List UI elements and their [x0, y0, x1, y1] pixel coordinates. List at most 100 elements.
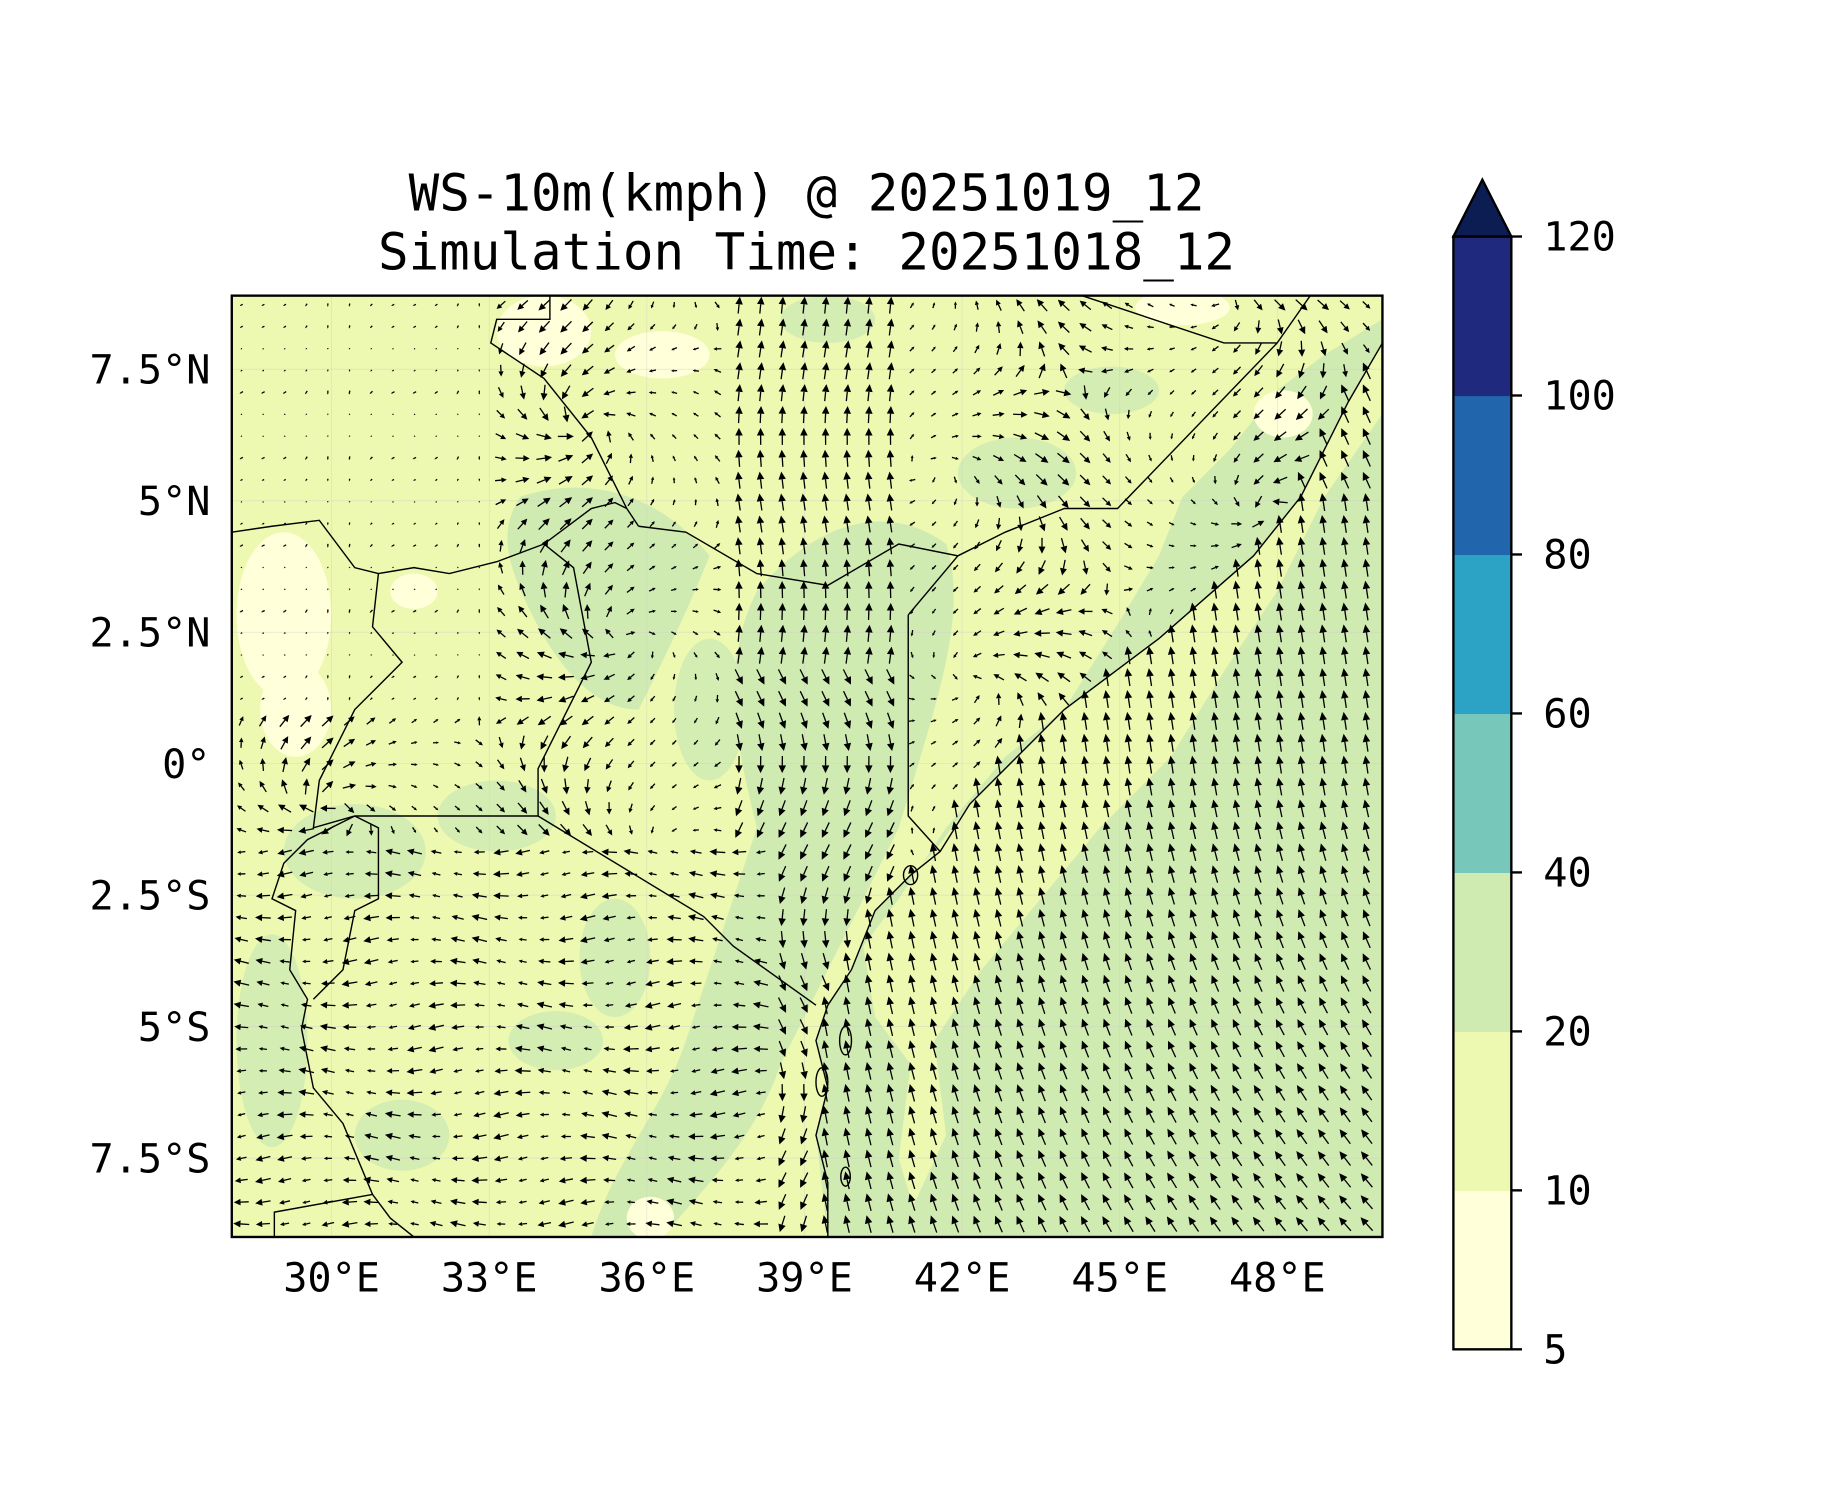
wind-vector-head — [368, 830, 374, 836]
wind-vector-head — [478, 829, 483, 834]
colorbar-tick-label: 60 — [1543, 692, 1591, 738]
wind-vector-shaft — [846, 800, 851, 810]
wind-vector-head — [280, 981, 285, 986]
wind-vector-shaft — [608, 981, 614, 985]
wind-vector-shaft — [1192, 741, 1196, 752]
wind-vector-head — [1038, 711, 1046, 721]
wind-vector-head — [865, 537, 873, 546]
wind-vector-shaft — [737, 391, 740, 402]
wind-vector-shaft — [1235, 960, 1241, 971]
wind-vector-head — [501, 455, 507, 461]
wind-vector-head — [692, 807, 696, 810]
contour-20-40-patch — [579, 898, 651, 1018]
wind-vector-shaft — [952, 720, 957, 724]
wind-vector-shaft — [1102, 562, 1108, 569]
wind-vector-head — [603, 411, 609, 418]
wind-vector-shaft — [565, 893, 572, 897]
wind-vector-head — [305, 589, 307, 591]
wind-vector-shaft — [370, 981, 378, 985]
wind-vector-head — [283, 304, 285, 307]
wind-vector-shaft — [1149, 851, 1153, 862]
wind-vector-head — [1149, 522, 1154, 526]
wind-vector-shaft — [1148, 610, 1151, 616]
y-tick-label: 2.5°S — [90, 873, 211, 919]
wind-vector-shaft — [756, 690, 762, 700]
wind-vector-head — [1319, 865, 1327, 875]
wind-vector-shaft — [564, 632, 573, 639]
wind-vector-shaft — [803, 1128, 808, 1138]
wind-vector-shaft — [564, 735, 572, 744]
wind-vector-shaft — [1300, 763, 1304, 774]
wind-vector-shaft — [521, 872, 530, 875]
wind-vector-head — [779, 1004, 787, 1013]
wind-vector-shaft — [1279, 544, 1283, 555]
wind-vector-shaft — [1106, 763, 1109, 774]
wind-vector-head — [1319, 953, 1327, 963]
wind-vector-shaft — [1344, 807, 1348, 818]
wind-vector-shaft — [240, 391, 244, 394]
wind-vector-head — [370, 717, 376, 723]
wind-vector-head — [954, 479, 958, 484]
wind-vector-head — [366, 1090, 372, 1095]
wind-vector-head — [1081, 733, 1089, 743]
wind-vector-head — [456, 676, 459, 679]
wind-vector-shaft — [413, 1091, 423, 1094]
wind-vector-shaft — [454, 762, 459, 766]
wind-vector-shaft — [413, 873, 422, 877]
wind-vector-shaft — [932, 916, 937, 927]
wind-vector-head — [1365, 325, 1371, 331]
wind-vector-head — [933, 412, 937, 416]
wind-vector-head — [951, 1149, 959, 1159]
wind-vector-head — [1275, 1041, 1283, 1050]
wind-vector-head — [673, 543, 677, 547]
wind-vector-head — [498, 561, 504, 568]
wind-vector-head — [626, 915, 631, 920]
wind-vector-head — [348, 305, 351, 307]
wind-vector-head — [478, 524, 480, 526]
wind-vector-head — [493, 1133, 502, 1141]
wind-vector-shaft — [1019, 1113, 1025, 1124]
wind-vector-shaft — [1041, 560, 1046, 569]
wind-vector-shaft — [1041, 1113, 1046, 1124]
wind-vector-head — [519, 392, 526, 400]
wind-vector-head — [1188, 1216, 1197, 1226]
wind-vector-shaft — [1279, 588, 1283, 599]
wind-vector-shaft — [1300, 1025, 1307, 1036]
wind-vector-shaft — [457, 895, 463, 898]
wind-vector-shaft — [1018, 516, 1022, 525]
wind-vector-shaft — [435, 1024, 445, 1028]
wind-vector-head — [262, 567, 263, 569]
wind-vector-shaft — [608, 737, 614, 744]
wind-vector-head — [731, 1023, 739, 1031]
wind-vector-head — [430, 1090, 436, 1096]
wind-vector-shaft — [1235, 741, 1239, 752]
wind-vector-shaft — [1192, 697, 1196, 708]
wind-vector-head — [711, 1177, 717, 1183]
wind-vector-shaft — [673, 695, 677, 700]
wind-vector-head — [254, 935, 263, 943]
wind-vector-head — [1340, 1041, 1348, 1051]
wind-vector-shaft — [1214, 807, 1218, 818]
wind-vector-shaft — [1127, 304, 1133, 309]
wind-vector-shaft — [1084, 1026, 1090, 1036]
wind-vector-shaft — [413, 981, 420, 985]
wind-vector-head — [694, 698, 697, 702]
contour-20-40-ocean — [898, 413, 1383, 1237]
wind-vector-head — [886, 624, 895, 633]
wind-vector-shaft — [1300, 1222, 1308, 1232]
wind-vector-head — [471, 1198, 479, 1206]
wind-vector-shaft — [1339, 300, 1346, 307]
wind-vector-shaft — [343, 763, 351, 769]
wind-vector-head — [1253, 456, 1260, 463]
wind-vector-head — [886, 340, 895, 349]
wind-vector-head — [1318, 1107, 1326, 1116]
wind-vector-head — [778, 362, 787, 371]
wind-vector-shaft — [670, 588, 675, 591]
wind-vector-shaft — [908, 697, 913, 700]
wind-vector-head — [1038, 1040, 1046, 1050]
wind-vector-shaft — [976, 1113, 981, 1124]
wind-vector-head — [732, 871, 739, 877]
wind-vector-shaft — [1124, 520, 1130, 525]
wind-vector-head — [1079, 322, 1087, 330]
wind-vector-shaft — [608, 1091, 617, 1096]
